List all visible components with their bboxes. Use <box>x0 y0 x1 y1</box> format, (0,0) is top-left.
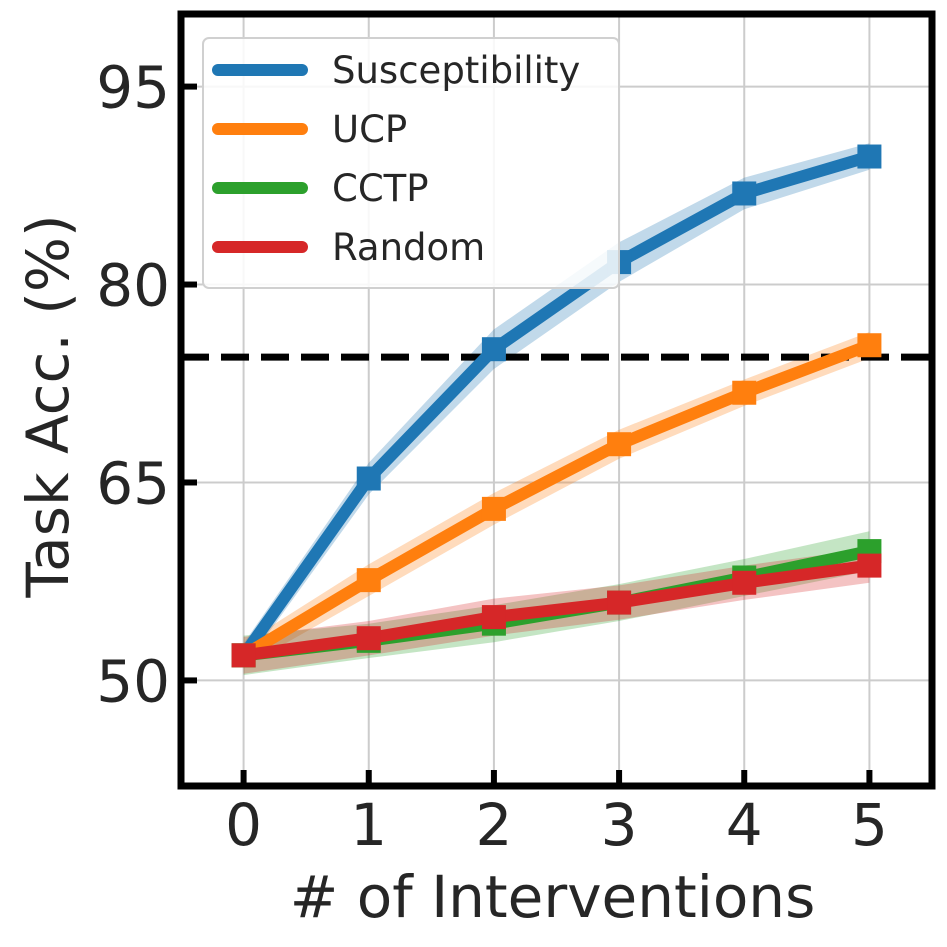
data-point <box>732 181 757 206</box>
y-tick-label: 95 <box>96 54 170 122</box>
x-tick-label: 3 <box>601 791 638 859</box>
x-axis-label: # of Interventions <box>290 863 816 931</box>
data-point <box>732 380 757 405</box>
data-point <box>607 590 632 615</box>
y-tick-label: 80 <box>96 252 170 320</box>
data-point <box>481 605 506 630</box>
data-point <box>857 553 882 578</box>
data-point <box>857 333 882 358</box>
data-point <box>356 626 381 651</box>
legend-label: CCTP <box>332 167 429 210</box>
data-point <box>356 466 381 491</box>
data-point <box>481 496 506 521</box>
data-point <box>481 337 506 362</box>
series-lines <box>231 144 882 668</box>
x-tick-label: 2 <box>475 791 512 859</box>
data-point <box>607 432 632 457</box>
axes: 0 1 2 3 4 5 50 65 80 95 # of Interventions Task Acc… <box>14 10 936 931</box>
y-tick-label: 50 <box>96 647 170 715</box>
series-line <box>237 150 876 662</box>
legend-box <box>202 37 620 289</box>
x-tick-label: 4 <box>726 791 763 859</box>
x-tick-label: 1 <box>350 791 387 859</box>
data-point <box>231 643 256 668</box>
legend-label: Random <box>332 226 485 269</box>
legend-label: UCP <box>332 108 407 151</box>
plot-frame <box>177 10 936 790</box>
series-line <box>237 559 876 662</box>
confidence-band <box>243 332 870 668</box>
series-line <box>237 339 876 662</box>
y-axis-label: Task Acc. (%) <box>14 214 82 598</box>
y-tick-label: 65 <box>96 449 170 517</box>
legend: Susceptibility UCP CCTP Random <box>202 37 620 289</box>
x-tick-label: 5 <box>851 791 888 859</box>
data-point <box>732 570 757 595</box>
data-point <box>857 144 882 169</box>
legend-label: Susceptibility <box>332 49 580 92</box>
x-tick-label: 0 <box>225 791 262 859</box>
data-point <box>356 568 381 593</box>
